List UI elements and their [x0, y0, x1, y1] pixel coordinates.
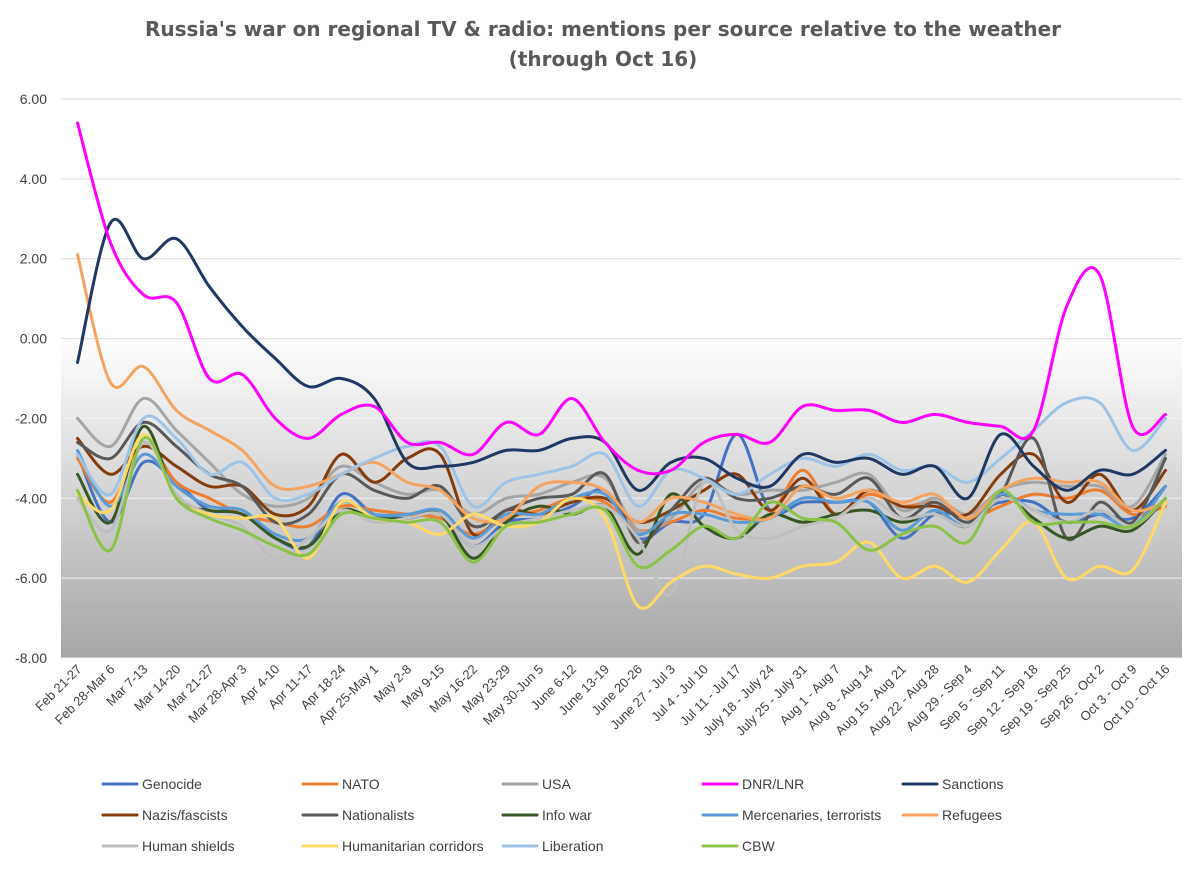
legend-label: Info war — [542, 807, 592, 823]
legend-label: Humanitarian corridors — [342, 838, 484, 854]
gridlines — [61, 98, 1182, 659]
series-line-cbw — [76, 436, 1167, 570]
series-line-refugees — [76, 253, 1167, 524]
legend-label: CBW — [742, 838, 775, 854]
series-lines — [76, 121, 1167, 610]
y-tick-label: 6.00 — [20, 91, 47, 107]
chart-subtitle: (through Oct 16) — [509, 47, 698, 71]
legend-label: Nationalists — [342, 807, 414, 823]
y-axis-tick-labels: 6.00 4.00 2.00 0.00 -2.00 -4.00 -6.00 -8.00 — [15, 91, 47, 666]
legend-label: NATO — [342, 776, 380, 792]
y-tick-label: 2.00 — [20, 251, 47, 267]
y-tick-label: -4.00 — [15, 490, 47, 506]
legend-label: Nazis/fascists — [142, 807, 228, 823]
legend-label: Human shields — [142, 838, 235, 854]
series-line-dnr-lnr — [76, 121, 1167, 476]
legend-label: Refugees — [942, 807, 1002, 823]
y-tick-label: 4.00 — [20, 171, 47, 187]
legend: Genocide NATO USA DNR/LNR Sanctions Nazis/fas… — [101, 776, 1003, 854]
legend-label: Genocide — [142, 776, 202, 792]
y-tick-label: 0.00 — [20, 331, 47, 347]
legend-label: Mercenaries, terrorists — [742, 807, 881, 823]
series-line-humanitarian-corridors — [76, 432, 1167, 610]
y-tick-label: -8.00 — [15, 650, 47, 666]
y-tick-label: -6.00 — [15, 570, 47, 586]
chart-title: Russia's war on regional TV & radio: men… — [145, 17, 1061, 41]
legend-label: Sanctions — [942, 776, 1003, 792]
y-tick-label: -2.00 — [15, 410, 47, 426]
legend-label: DNR/LNR — [742, 776, 804, 792]
legend-label: USA — [542, 776, 571, 792]
legend-label: Liberation — [542, 838, 604, 854]
